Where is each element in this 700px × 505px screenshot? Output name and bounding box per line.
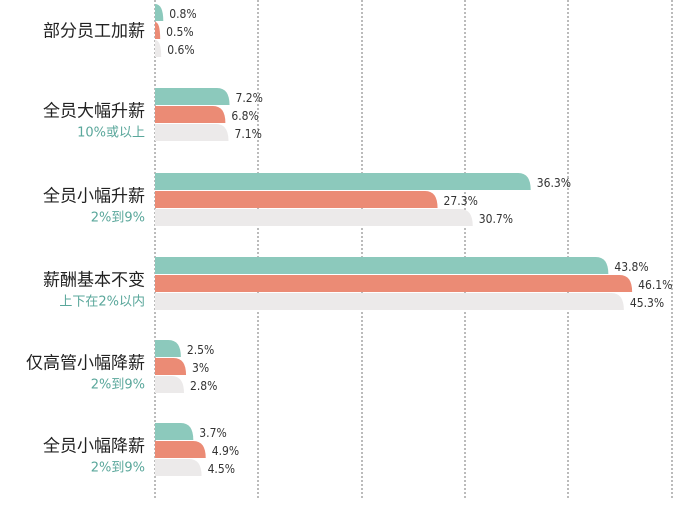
bar-cat2-series0 [155, 173, 531, 190]
value-label-cat4-series2: 2.8% [190, 379, 217, 393]
value-label-cat0-series1: 0.5% [166, 25, 193, 39]
grid-layer [154, 0, 673, 500]
category-label-2: 全员小幅升薪 [43, 187, 145, 207]
category-label-5: 全员小幅降薪 [43, 437, 145, 457]
bar-cat3-series0 [155, 257, 609, 274]
value-label-cat1-series1: 6.8% [231, 109, 258, 123]
bar-cat5-series2 [155, 459, 202, 476]
category-sublabel-1: 10%或以上 [77, 126, 145, 141]
category-label-3: 薪酬基本不变 [43, 271, 145, 291]
value-label-cat0-series2: 0.6% [167, 43, 194, 57]
bar-cat0-series2 [155, 40, 162, 57]
value-label-cat5-series0: 3.7% [199, 426, 226, 440]
bar-cat3-series2 [155, 293, 624, 310]
value-label-cat5-series2: 4.5% [208, 462, 235, 476]
value-label-cat2-series1: 27.3% [444, 194, 478, 208]
bar-cat4-series0 [155, 340, 181, 357]
value-label-cat2-series0: 36.3% [537, 176, 571, 190]
category-sublabel-2: 2%到9% [91, 211, 145, 226]
category-label-4: 仅高管小幅降薪 [26, 354, 145, 374]
bar-cat2-series1 [155, 191, 438, 208]
value-label-cat1-series0: 7.2% [236, 91, 263, 105]
value-label-cat3-series1: 46.1% [638, 278, 672, 292]
label-layer: 0.8% 0.5% 0.6% 部分员工加薪 7.2% 6.8% 7.1% 全员大幅升薪 10%或… [26, 7, 672, 476]
value-label-cat2-series2: 30.7% [479, 212, 513, 226]
category-sublabel-5: 2%到9% [91, 461, 145, 476]
bar-layer [155, 4, 633, 476]
bar-cat4-series2 [155, 376, 184, 393]
bar-cat4-series1 [155, 358, 187, 375]
bar-cat3-series1 [155, 275, 633, 292]
value-label-cat4-series0: 2.5% [187, 343, 214, 357]
value-label-cat0-series0: 0.8% [169, 7, 196, 21]
bar-cat1-series0 [155, 88, 230, 105]
bar-cat5-series1 [155, 441, 206, 458]
value-label-cat3-series0: 43.8% [614, 260, 648, 274]
category-label-1: 全员大幅升薪 [43, 102, 145, 122]
value-label-cat5-series1: 4.9% [212, 444, 239, 458]
bar-cat5-series0 [155, 423, 194, 440]
value-label-cat4-series1: 3% [192, 361, 209, 375]
bar-cat0-series1 [155, 22, 161, 39]
bar-cat2-series2 [155, 209, 473, 226]
category-sublabel-4: 2%到9% [91, 378, 145, 393]
category-sublabel-3: 上下在2%以内 [59, 294, 145, 310]
value-label-cat3-series2: 45.3% [630, 296, 664, 310]
value-label-cat1-series2: 7.1% [234, 127, 261, 141]
bar-cat1-series2 [155, 124, 229, 141]
category-label-0: 部分员工加薪 [43, 22, 145, 42]
bar-cat1-series1 [155, 106, 226, 123]
bar-cat0-series0 [155, 4, 164, 21]
